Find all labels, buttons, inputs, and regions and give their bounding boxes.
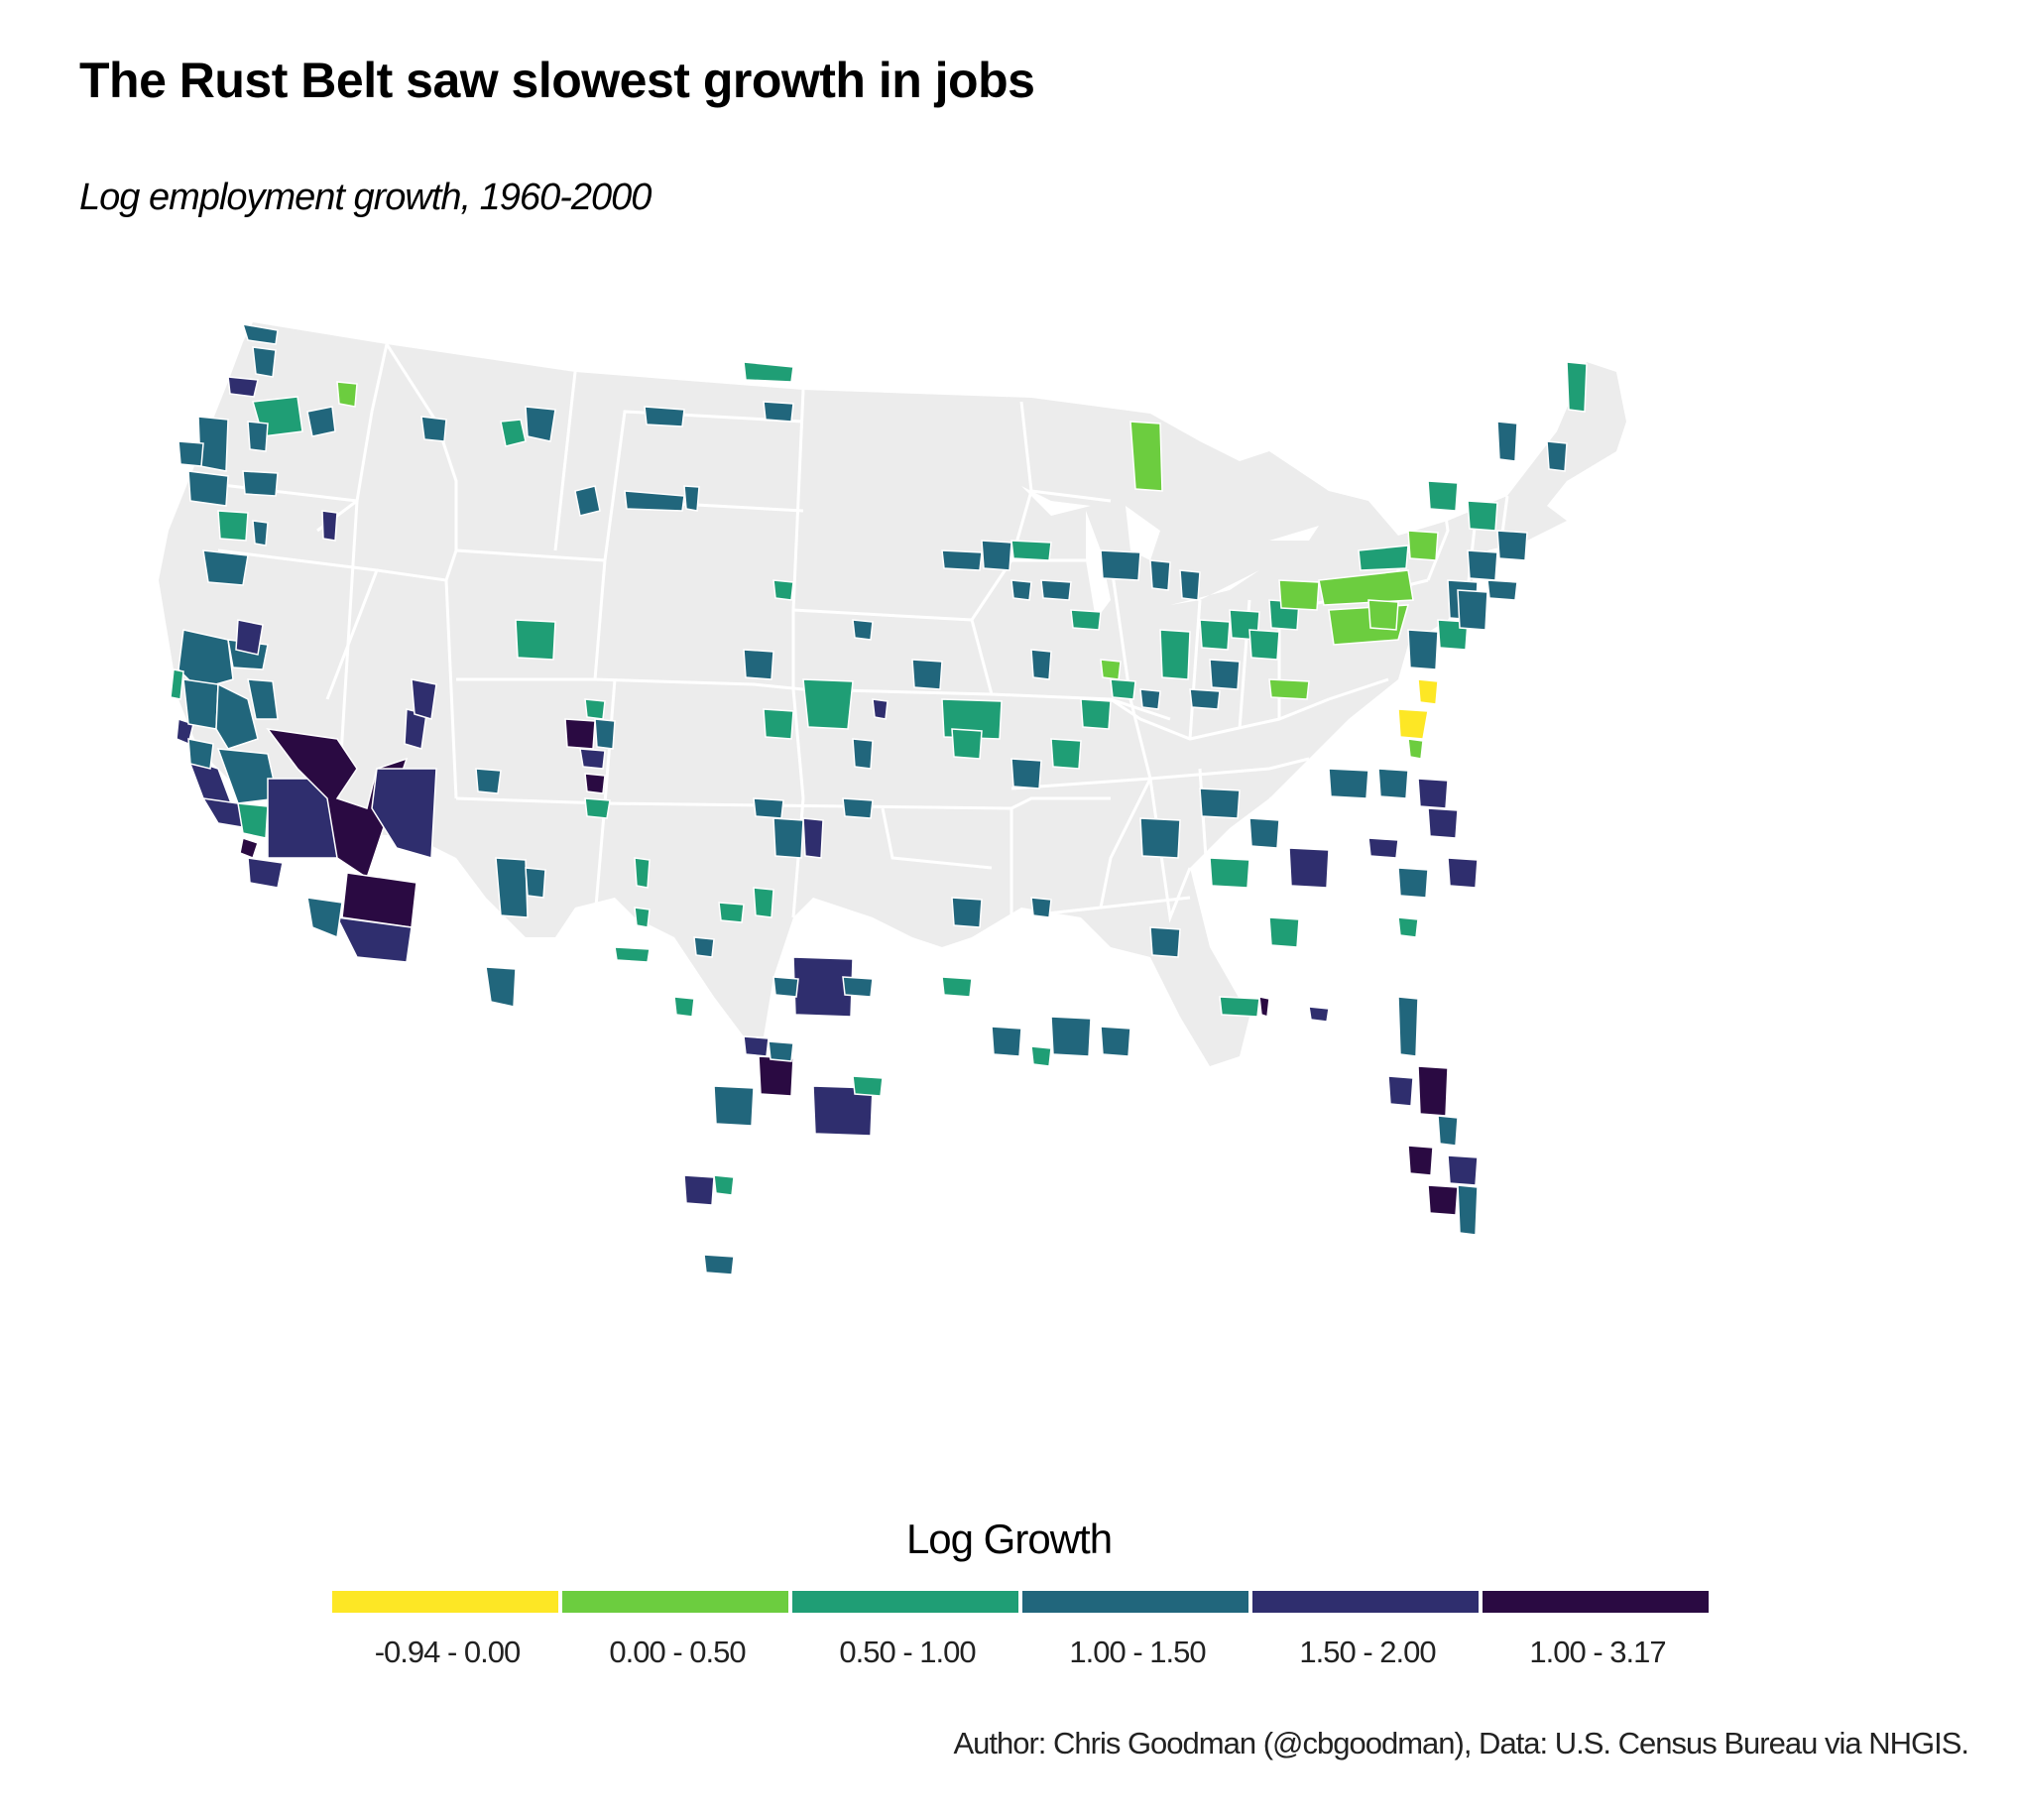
legend-swatch-2 bbox=[562, 1591, 788, 1613]
legend-swatch-4 bbox=[1022, 1591, 1248, 1613]
legend-swatch-6 bbox=[1483, 1591, 1709, 1613]
legend-swatch-3 bbox=[792, 1591, 1018, 1613]
legend-swatch-1 bbox=[332, 1591, 558, 1613]
legend-label-6: 1.00 - 3.17 bbox=[1529, 1635, 1666, 1669]
legend-label-5: 1.50 - 2.00 bbox=[1299, 1635, 1436, 1669]
source-caption: Author: Chris Goodman (@cbgoodman), Data… bbox=[953, 1726, 1969, 1760]
us-county-choropleth-map bbox=[159, 322, 1626, 1275]
legend-label-4: 1.00 - 1.50 bbox=[1069, 1635, 1206, 1669]
legend-color-bar bbox=[332, 1591, 1713, 1613]
chart-subtitle: Log employment growth, 1960-2000 bbox=[79, 177, 652, 218]
legend-title: Log Growth bbox=[905, 1516, 1113, 1562]
chart-title: The Rust Belt saw slowest growth in jobs bbox=[79, 53, 1035, 108]
county-polygons bbox=[170, 323, 1588, 1275]
legend-label-2: 0.00 - 0.50 bbox=[609, 1635, 746, 1669]
legend-label-1: -0.94 - 0.00 bbox=[374, 1635, 522, 1669]
legend-label-3: 0.50 - 1.00 bbox=[839, 1635, 976, 1669]
great-lakes-water bbox=[1021, 486, 1319, 620]
legend-swatch-5 bbox=[1252, 1591, 1479, 1613]
legend-labels: -0.94 - 0.00 0.00 - 0.50 0.50 - 1.00 1.0… bbox=[332, 1635, 1713, 1670]
